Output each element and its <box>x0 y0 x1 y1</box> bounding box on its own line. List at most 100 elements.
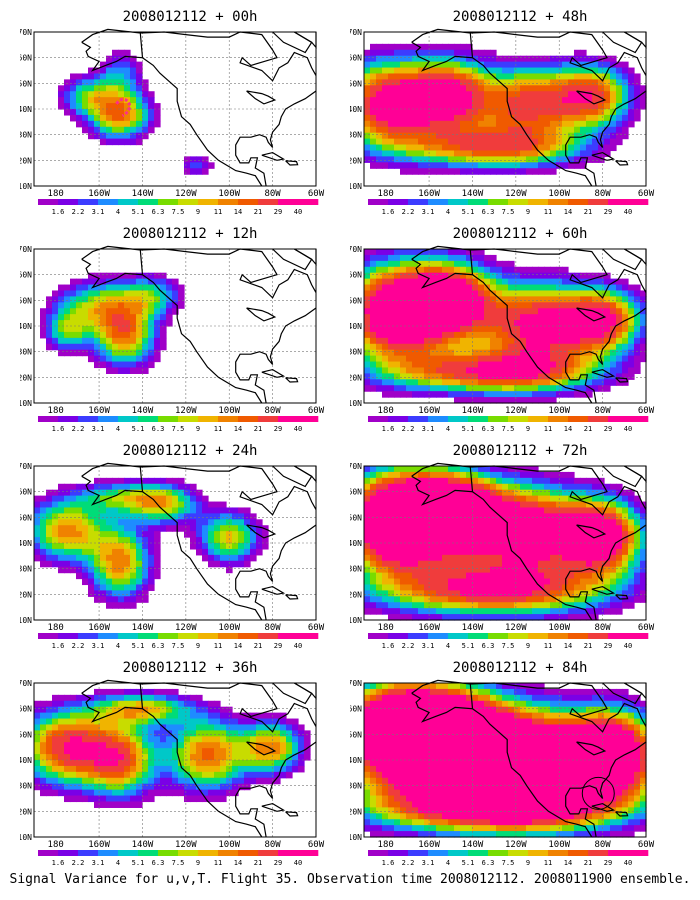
field-cell <box>370 67 377 75</box>
coastlines <box>81 679 317 838</box>
field-cell <box>172 777 179 785</box>
field-cell <box>448 548 455 556</box>
field-cell <box>412 507 419 514</box>
field-cell <box>52 525 59 532</box>
lat-tick-label: 50N <box>20 296 32 305</box>
field-cell <box>424 126 431 134</box>
field-cell <box>394 278 401 286</box>
field-cell <box>442 249 449 256</box>
field-cell <box>106 132 113 140</box>
field-cell <box>154 566 161 574</box>
field-cell <box>406 531 413 538</box>
field-cell <box>448 477 455 485</box>
field-cell <box>406 97 413 104</box>
field-cell <box>496 150 503 157</box>
field-cell <box>400 67 407 75</box>
field-cell <box>502 290 509 297</box>
field-cell <box>232 718 239 726</box>
field-cell <box>70 730 77 737</box>
field-cell <box>166 730 173 737</box>
field-cell <box>406 132 413 140</box>
field-cell <box>124 578 131 586</box>
field-cell <box>478 343 485 351</box>
field-cell <box>496 138 503 146</box>
field-cell <box>190 706 197 714</box>
field-cell <box>40 765 47 773</box>
field-cell <box>244 748 251 755</box>
field-cell <box>142 543 149 550</box>
field-cell <box>190 513 197 520</box>
field-cell <box>94 706 101 714</box>
field-cell <box>460 284 467 292</box>
field-cell <box>508 67 515 75</box>
field-cell <box>544 554 551 562</box>
field-cell <box>532 602 539 609</box>
field-cell <box>460 132 467 140</box>
field-cell <box>118 718 125 726</box>
field-cell <box>34 718 41 726</box>
field-cell <box>478 554 485 562</box>
field-cell <box>46 531 53 538</box>
field-cell <box>70 97 77 104</box>
field-cell <box>388 608 395 615</box>
colorbar-swatch <box>448 199 469 205</box>
field-cell <box>466 391 473 398</box>
colorbar-swatch <box>278 199 299 205</box>
field-cell <box>388 156 395 163</box>
field-cell <box>532 272 539 280</box>
colorbar-swatch <box>138 633 159 639</box>
field-cell <box>394 548 401 556</box>
field-cell <box>52 531 59 538</box>
field-cell <box>88 765 95 773</box>
field-cell <box>40 771 47 779</box>
field-cell <box>394 596 401 603</box>
field-cell <box>550 156 557 163</box>
field-cell <box>406 114 413 122</box>
field-cell <box>442 43 449 51</box>
field-cell <box>100 694 107 702</box>
field-cell <box>460 578 467 586</box>
field-cell <box>184 724 191 731</box>
colorbar-swatch <box>548 199 569 205</box>
field-cell <box>580 156 587 163</box>
field-cell <box>532 584 539 591</box>
field-cell <box>88 114 95 122</box>
field-cell <box>172 519 179 526</box>
field-cell <box>616 97 623 104</box>
field-cell <box>406 162 413 169</box>
field-cell <box>526 367 533 374</box>
field-cell <box>598 85 605 92</box>
field-cell <box>58 754 65 761</box>
field-cell <box>496 379 503 386</box>
field-cell <box>520 308 527 315</box>
field-cell <box>568 150 575 157</box>
field-cell <box>466 361 473 369</box>
field-cell <box>514 602 521 609</box>
field-cell <box>514 266 521 274</box>
field-cell <box>520 543 527 550</box>
field-cell <box>418 91 425 98</box>
field-cell <box>466 272 473 280</box>
field-cell <box>94 126 101 134</box>
field-cell <box>466 531 473 538</box>
field-cell <box>364 320 371 327</box>
field-cell <box>118 284 125 292</box>
field-cell <box>430 507 437 514</box>
field-cell <box>142 272 149 280</box>
field-cell <box>382 103 389 110</box>
field-cell <box>82 525 89 532</box>
field-cell <box>532 608 539 615</box>
field-cell <box>526 55 533 63</box>
field-cell <box>370 79 377 86</box>
field-cell <box>64 777 71 785</box>
field-cell <box>508 471 515 479</box>
field-cell <box>34 507 41 514</box>
field-cell <box>478 391 485 398</box>
field-cell <box>118 495 125 503</box>
field-cell <box>370 272 377 280</box>
field-cell <box>550 326 557 333</box>
field-cell <box>406 379 413 386</box>
field-cell <box>376 43 383 51</box>
field-cell <box>382 584 389 591</box>
colorbar-label: 2.2 <box>72 425 85 433</box>
